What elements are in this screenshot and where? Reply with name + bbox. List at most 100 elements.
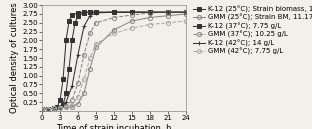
K-12 (37°C); 7.75 g/L <box>76 12 80 14</box>
GMM (37°C); 10.25 g/L <box>94 22 98 24</box>
Line: K-12 (42°C); 14 g/L: K-12 (42°C); 14 g/L <box>40 10 188 111</box>
K-12 (25°C); Strain biomass, 12 g/L <box>82 12 86 14</box>
GMM (25°C); Strain BM, 11.17 g/L <box>94 47 98 48</box>
K-12 (42°C); 14 g/L <box>184 11 188 13</box>
GMM (42°C); 7.75 g/L <box>82 78 86 80</box>
K-12 (25°C); Strain biomass, 12 g/L <box>184 11 188 13</box>
K-12 (42°C); 14 g/L <box>166 11 170 13</box>
GMM (25°C); Strain BM, 11.17 g/L <box>58 107 62 108</box>
GMM (37°C); 10.25 g/L <box>40 108 44 110</box>
GMM (25°C); Strain BM, 11.17 g/L <box>40 108 44 110</box>
GMM (25°C); Strain BM, 11.17 g/L <box>148 17 152 18</box>
K-12 (37°C); 7.75 g/L <box>148 11 152 13</box>
GMM (42°C); 7.75 g/L <box>46 108 50 110</box>
K-12 (37°C); 7.75 g/L <box>166 11 170 13</box>
GMM (37°C); 10.25 g/L <box>82 54 86 55</box>
K-12 (25°C); Strain biomass, 12 g/L <box>73 22 77 24</box>
K-12 (37°C); 7.75 g/L <box>70 14 74 16</box>
GMM (42°C); 7.75 g/L <box>112 33 116 34</box>
K-12 (42°C); 14 g/L <box>88 15 92 17</box>
GMM (25°C); Strain BM, 11.17 g/L <box>70 106 74 107</box>
GMM (37°C); 10.25 g/L <box>88 33 92 34</box>
GMM (42°C); 7.75 g/L <box>94 43 98 45</box>
K-12 (25°C); Strain biomass, 12 g/L <box>112 11 116 13</box>
Line: GMM (25°C); Strain BM, 11.17 g/L: GMM (25°C); Strain BM, 11.17 g/L <box>40 12 188 111</box>
GMM (37°C); 10.25 g/L <box>148 12 152 14</box>
K-12 (25°C); Strain biomass, 12 g/L <box>40 108 44 110</box>
GMM (42°C); 7.75 g/L <box>52 108 56 109</box>
GMM (37°C); 10.25 g/L <box>64 105 68 106</box>
K-12 (37°C); 7.75 g/L <box>112 11 116 13</box>
K-12 (25°C); Strain biomass, 12 g/L <box>76 15 80 17</box>
K-12 (42°C); 14 g/L <box>148 11 152 13</box>
GMM (37°C); 10.25 g/L <box>58 107 62 108</box>
GMM (37°C); 10.25 g/L <box>130 14 134 16</box>
GMM (42°C); 7.75 g/L <box>184 20 188 22</box>
K-12 (37°C); 7.75 g/L <box>52 107 56 109</box>
GMM (42°C); 7.75 g/L <box>58 107 62 108</box>
GMM (37°C); 10.25 g/L <box>46 108 50 110</box>
GMM (25°C); Strain BM, 11.17 g/L <box>46 108 50 110</box>
GMM (42°C); 7.75 g/L <box>40 108 44 110</box>
GMM (37°C); 10.25 g/L <box>112 17 116 18</box>
K-12 (42°C); 14 g/L <box>112 11 116 13</box>
K-12 (25°C); Strain biomass, 12 g/L <box>58 107 62 108</box>
Y-axis label: Optical density of cultures: Optical density of cultures <box>10 3 19 113</box>
GMM (37°C); 10.25 g/L <box>166 11 170 13</box>
K-12 (42°C); 14 g/L <box>52 107 56 109</box>
GMM (25°C); Strain BM, 11.17 g/L <box>52 108 56 109</box>
K-12 (37°C); 7.75 g/L <box>61 78 65 80</box>
GMM (37°C); 10.25 g/L <box>70 100 74 101</box>
GMM (37°C); 10.25 g/L <box>52 107 56 109</box>
K-12 (25°C); Strain biomass, 12 g/L <box>94 11 98 13</box>
K-12 (42°C); 14 g/L <box>76 54 80 55</box>
Line: GMM (42°C); 7.75 g/L: GMM (42°C); 7.75 g/L <box>40 19 188 111</box>
GMM (42°C); 7.75 g/L <box>130 27 134 29</box>
GMM (42°C); 7.75 g/L <box>88 57 92 59</box>
Line: K-12 (37°C); 7.75 g/L: K-12 (37°C); 7.75 g/L <box>40 10 188 111</box>
K-12 (37°C); 7.75 g/L <box>55 106 59 107</box>
GMM (25°C); Strain BM, 11.17 g/L <box>166 15 170 17</box>
K-12 (37°C); 7.75 g/L <box>82 11 86 13</box>
K-12 (25°C); Strain biomass, 12 g/L <box>46 108 50 110</box>
K-12 (25°C); Strain biomass, 12 g/L <box>88 11 92 13</box>
K-12 (25°C); Strain biomass, 12 g/L <box>64 92 68 94</box>
GMM (25°C); Strain BM, 11.17 g/L <box>112 29 116 31</box>
K-12 (25°C); Strain biomass, 12 g/L <box>70 40 74 41</box>
K-12 (37°C); 7.75 g/L <box>184 11 188 13</box>
K-12 (42°C); 14 g/L <box>58 106 62 107</box>
GMM (42°C); 7.75 g/L <box>64 106 68 107</box>
K-12 (37°C); 7.75 g/L <box>67 20 71 22</box>
K-12 (37°C); 7.75 g/L <box>58 100 62 101</box>
K-12 (37°C); 7.75 g/L <box>94 11 98 13</box>
K-12 (37°C); 7.75 g/L <box>64 40 68 41</box>
K-12 (25°C); Strain biomass, 12 g/L <box>148 11 152 13</box>
GMM (25°C); Strain BM, 11.17 g/L <box>88 68 92 69</box>
GMM (25°C); Strain BM, 11.17 g/L <box>184 13 188 15</box>
K-12 (42°C); 14 g/L <box>130 11 134 13</box>
K-12 (37°C); 7.75 g/L <box>46 108 50 110</box>
K-12 (25°C); Strain biomass, 12 g/L <box>67 68 71 69</box>
GMM (37°C); 10.25 g/L <box>76 82 80 83</box>
K-12 (37°C); 7.75 g/L <box>130 11 134 13</box>
K-12 (42°C); 14 g/L <box>64 101 68 103</box>
GMM (25°C); Strain BM, 11.17 g/L <box>130 20 134 22</box>
K-12 (42°C); 14 g/L <box>82 26 86 27</box>
K-12 (25°C); Strain biomass, 12 g/L <box>130 11 134 13</box>
GMM (42°C); 7.75 g/L <box>70 104 74 105</box>
K-12 (25°C); Strain biomass, 12 g/L <box>61 104 65 105</box>
Line: K-12 (25°C); Strain biomass, 12 g/L: K-12 (25°C); Strain biomass, 12 g/L <box>40 10 188 111</box>
GMM (37°C); 10.25 g/L <box>184 11 188 13</box>
GMM (25°C); Strain BM, 11.17 g/L <box>76 103 80 105</box>
K-12 (42°C); 14 g/L <box>94 12 98 14</box>
K-12 (42°C); 14 g/L <box>46 108 50 110</box>
Legend: K-12 (25°C); Strain biomass, 12 g/L, GMM (25°C); Strain BM, 11.17 g/L, K-12 (37°: K-12 (25°C); Strain biomass, 12 g/L, GMM… <box>192 5 312 56</box>
K-12 (42°C); 14 g/L <box>70 86 74 87</box>
X-axis label: Time of strain incubation, h: Time of strain incubation, h <box>56 124 172 129</box>
K-12 (25°C); Strain biomass, 12 g/L <box>166 11 170 13</box>
Line: GMM (37°C); 10.25 g/L: GMM (37°C); 10.25 g/L <box>40 10 188 111</box>
K-12 (37°C); 7.75 g/L <box>40 108 44 110</box>
GMM (42°C); 7.75 g/L <box>76 96 80 98</box>
K-12 (37°C); 7.75 g/L <box>88 11 92 13</box>
GMM (42°C); 7.75 g/L <box>148 24 152 25</box>
